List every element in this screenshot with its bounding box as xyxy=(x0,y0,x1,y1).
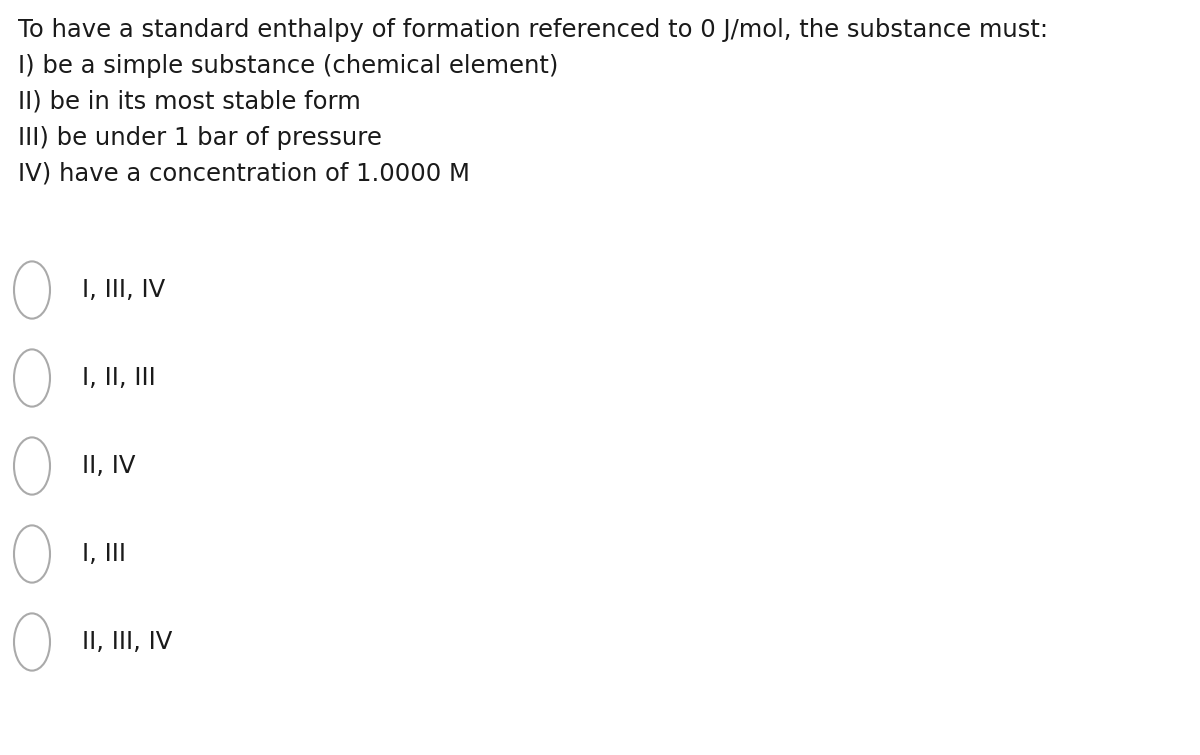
Text: II, III, IV: II, III, IV xyxy=(82,630,173,654)
Text: II, IV: II, IV xyxy=(82,454,136,478)
Text: To have a standard enthalpy of formation referenced to 0 J/mol, the substance mu: To have a standard enthalpy of formation… xyxy=(18,18,1048,42)
Text: IV) have a concentration of 1.0000 M: IV) have a concentration of 1.0000 M xyxy=(18,162,470,186)
Text: I) be a simple substance (chemical element): I) be a simple substance (chemical eleme… xyxy=(18,54,558,78)
Text: I, III: I, III xyxy=(82,542,126,566)
Text: I, II, III: I, II, III xyxy=(82,366,156,390)
Text: II) be in its most stable form: II) be in its most stable form xyxy=(18,90,361,114)
Text: I, III, IV: I, III, IV xyxy=(82,278,166,302)
Text: III) be under 1 bar of pressure: III) be under 1 bar of pressure xyxy=(18,126,382,150)
